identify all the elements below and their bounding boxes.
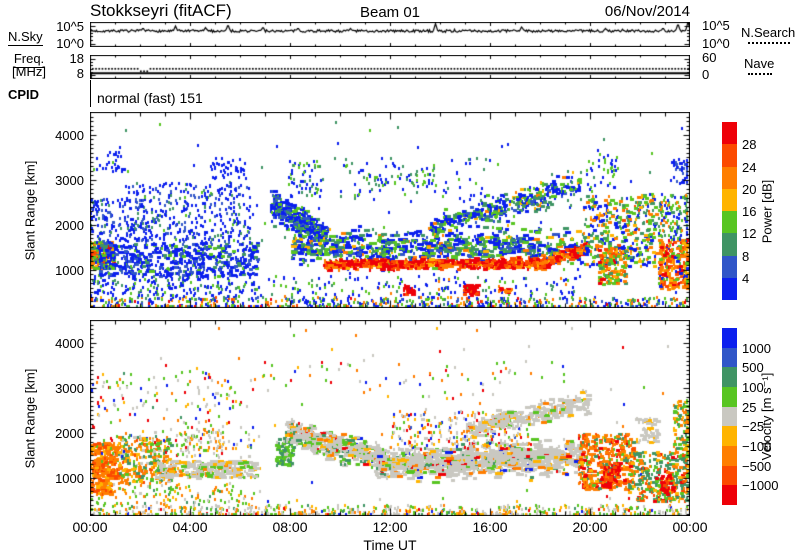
cpid-axis-label: CPID <box>8 87 40 102</box>
power-ytick-3000: 3000 <box>55 173 84 188</box>
power-rti-panel <box>90 112 690 308</box>
nave-tick-top: 60 <box>702 50 717 65</box>
velocity-ytick-3000: 3000 <box>55 381 84 396</box>
cpid-value: normal (fast) 151 <box>97 90 203 106</box>
velocity-colorbar <box>722 328 737 506</box>
velocity-colorbar-label-2: 100 <box>742 380 764 395</box>
velocity-ytick-2000: 2000 <box>55 426 84 441</box>
slant-range-label-power: Slant Range [km] <box>22 160 38 261</box>
nsearch-legend-label: N.Search <box>741 25 796 40</box>
nsky-tick-top-right: 10^5 <box>702 18 730 33</box>
velocity-colorbar-segment-4 <box>722 406 737 427</box>
power-colorbar-label-4: 12 <box>742 226 757 241</box>
noise-sky-panel <box>90 22 690 47</box>
velocity-colorbar-label-0: 1000 <box>742 341 771 356</box>
power-ytick-4000: 4000 <box>55 128 84 143</box>
power-colorbar-label-1: 24 <box>742 160 757 175</box>
nave-dotted-line <box>748 73 772 75</box>
nave-tick-bottom: 0 <box>702 67 710 82</box>
velocity-colorbar-segment-0 <box>722 328 737 348</box>
xtick-5: 20:00 <box>572 519 608 535</box>
beam-label: Beam 01 <box>359 4 421 21</box>
date-label: 06/Nov/2014 <box>604 3 690 20</box>
page-title: Stokkseyri (fitACF) <box>90 1 232 20</box>
power-colorbar-segment-0 <box>722 122 737 145</box>
frequency-panel <box>90 55 690 79</box>
velocity-colorbar-segment-3 <box>722 387 737 407</box>
power-colorbar-label-3: 16 <box>742 204 757 219</box>
power-colorbar-segment-5 <box>722 233 737 256</box>
power-colorbar-label-0: 28 <box>742 137 757 152</box>
xtick-1: 04:00 <box>172 519 208 535</box>
velocity-colorbar-segment-6 <box>722 446 737 466</box>
freq-tick-bottom-left: 8 <box>76 66 84 81</box>
power-colorbar-segment-1 <box>722 144 737 167</box>
power-ytick-1000: 1000 <box>55 263 84 278</box>
xtick-4: 16:00 <box>472 519 508 535</box>
nsky-tick-top-left: 10^5 <box>56 19 84 34</box>
velocity-ytick-1000: 1000 <box>55 471 84 486</box>
cpid-tick-bar <box>90 80 92 107</box>
velocity-colorbar-label-3: 25 <box>742 400 757 415</box>
power-colorbar-segment-7 <box>722 277 737 300</box>
xtick-3: 12:00 <box>372 519 408 535</box>
power-colorbar <box>722 122 737 300</box>
xtick-6: 00:00 <box>672 519 708 535</box>
freq-tick-top-left: 18 <box>69 51 84 66</box>
nave-legend-label: Nave <box>744 56 775 71</box>
power-colorbar-segment-4 <box>722 211 737 234</box>
velocity-colorbar-label-5: −100 <box>742 439 772 454</box>
velocity-ytick-4000: 4000 <box>55 336 84 351</box>
power-colorbar-label-2: 20 <box>742 182 757 197</box>
velocity-rti-panel <box>90 320 690 516</box>
power-ytick-2000: 2000 <box>55 218 84 233</box>
freq-axis-label-line2: [MHz] <box>12 64 46 79</box>
power-colorbar-label-6: 4 <box>742 271 750 286</box>
velocity-colorbar-segment-2 <box>722 367 737 388</box>
power-colorbar-segment-6 <box>722 255 737 278</box>
velocity-colorbar-segment-5 <box>722 426 737 447</box>
velocity-colorbar-label-1: 500 <box>742 360 764 375</box>
velocity-colorbar-segment-7 <box>722 465 737 486</box>
velocity-colorbar-segment-1 <box>722 347 737 368</box>
velocity-colorbar-label-7: −1000 <box>742 478 779 493</box>
nsky-tick-bottom-left: 10^0 <box>56 36 84 51</box>
xtick-2: 08:00 <box>272 519 308 535</box>
slant-range-label-velocity: Slant Range [km] <box>22 368 38 469</box>
nsky-axis-label: N.Sky <box>8 29 43 46</box>
velocity-colorbar-label-6: −500 <box>742 459 772 474</box>
power-colorbar-label-5: 8 <box>742 249 750 264</box>
freq-axis-label-line1: Freq. <box>13 51 45 68</box>
nsearch-dotted-line <box>748 42 790 44</box>
power-colorbar-segment-2 <box>722 166 737 189</box>
time-axis-label: Time UT <box>363 537 417 553</box>
nsky-tick-bottom-right: 10^0 <box>702 36 730 51</box>
velocity-colorbar-segment-8 <box>722 485 737 506</box>
power-colorbar-segment-3 <box>722 188 737 211</box>
xtick-0: 00:00 <box>72 519 108 535</box>
velocity-colorbar-label-4: −25 <box>742 419 765 434</box>
